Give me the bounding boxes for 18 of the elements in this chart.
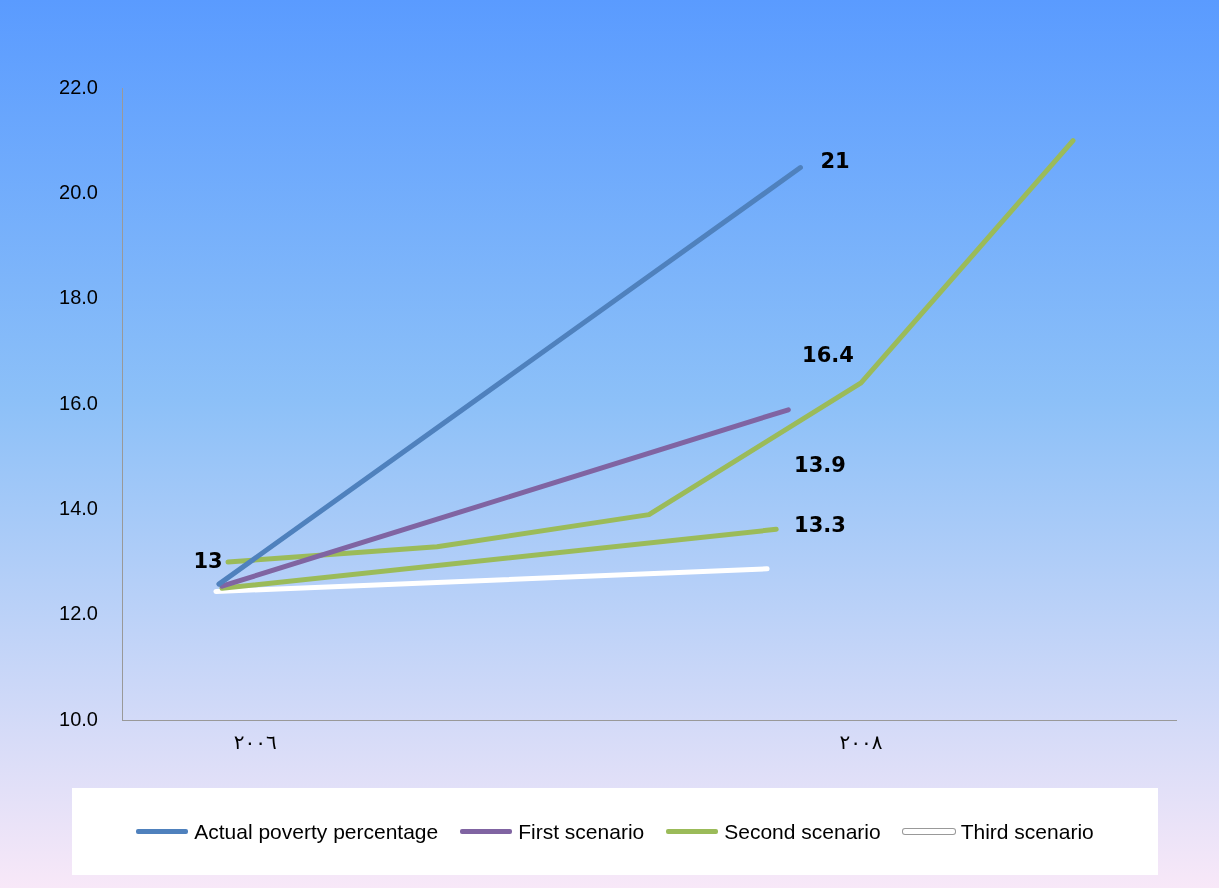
x-tick-label: ٢٠٠٦ [233,730,277,755]
legend-label: Third scenario [960,819,1094,844]
y-tick-label: 16.0 [59,391,98,414]
x-tick-label: ٢٠٠٨ [839,730,883,755]
y-tick-label: 22.0 [59,75,98,98]
y-tick-label: 10.0 [59,707,98,730]
annotation: 13.9 [794,453,846,478]
legend-label: Second scenario [724,819,881,844]
legend-label: Actual poverty percentage [194,819,439,844]
annotation: 13.3 [794,513,846,538]
annotation: 16.4 [802,343,854,368]
y-tick-label: 14.0 [59,496,98,519]
legend-label: First scenario [518,819,645,844]
y-tick-label: 12.0 [59,602,98,625]
annotation: 21 [820,149,850,174]
y-tick-label: 18.0 [59,286,98,309]
annotation: 13 [193,549,223,574]
y-tick-label: 20.0 [59,180,98,203]
